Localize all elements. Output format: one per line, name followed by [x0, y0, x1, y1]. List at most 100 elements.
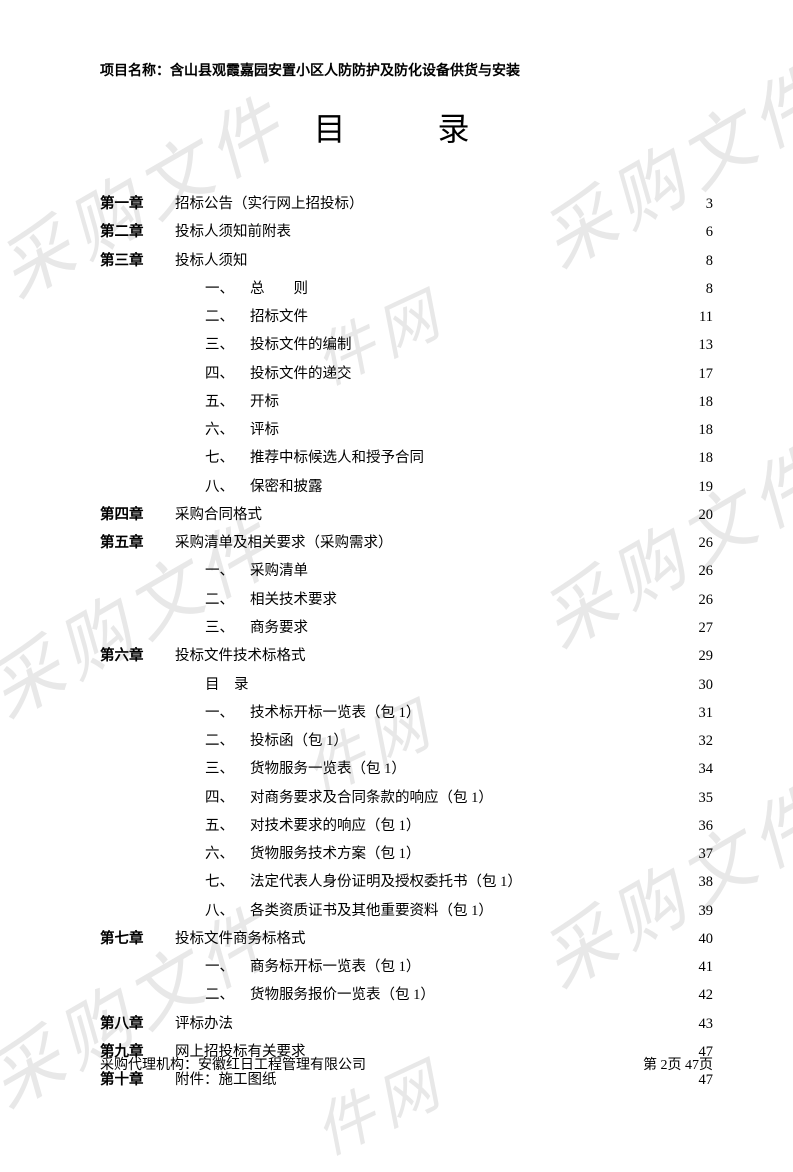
- toc-text: 推荐中标候选人和授予合同: [250, 444, 424, 472]
- toc-text: 投标文件的编制: [250, 331, 352, 359]
- toc-chapter-label: 第八章: [100, 1010, 175, 1038]
- toc-text: 采购合同格式: [175, 501, 262, 529]
- toc-entry: 第五章采购清单及相关要求（采购需求）26: [100, 529, 713, 557]
- toc-text: 商务要求: [250, 614, 308, 642]
- toc-text: 技术标开标一览表（包 1）: [250, 699, 420, 727]
- toc-entry: 第六章投标文件技术标格式 29: [100, 642, 713, 670]
- toc-entry: 六、货物服务技术方案（包 1） 37: [100, 840, 713, 868]
- toc-sub-number: 二、: [205, 303, 250, 331]
- toc-page-number: 32: [697, 727, 714, 755]
- toc-text: 货物服务报价一览表（包 1）: [250, 981, 435, 1009]
- toc-page-number: 18: [697, 444, 714, 472]
- toc-sub-number: 五、: [205, 812, 250, 840]
- toc-page-number: 26: [697, 586, 714, 614]
- toc-text: 招标文件: [250, 303, 308, 331]
- toc-entry: 三、投标文件的编制13: [100, 331, 713, 359]
- toc-page-number: 8: [704, 275, 713, 303]
- toc-page-number: 39: [697, 897, 714, 925]
- toc-entry: 三、商务要求 27: [100, 614, 713, 642]
- project-label: 项目名称：: [100, 64, 170, 79]
- toc-entry: 第三章投标人须知8: [100, 247, 713, 275]
- toc-page-number: 47: [697, 1038, 714, 1066]
- toc-sub-number: 一、: [205, 275, 250, 303]
- toc-page-number: 47: [697, 1066, 714, 1094]
- toc-sub-number: 八、: [205, 897, 250, 925]
- toc-page-number: 27: [697, 614, 714, 642]
- toc-page-number: 35: [697, 784, 714, 812]
- toc-text: 货物服务一览表（包 1）: [250, 755, 406, 783]
- toc-entry: 目 录30: [100, 671, 713, 699]
- toc-chapter-label: 第四章: [100, 501, 175, 529]
- toc-entry: 一、采购清单26: [100, 557, 713, 585]
- toc-sub-number: 五、: [205, 388, 250, 416]
- toc-chapter-label: 第六章: [100, 642, 175, 670]
- toc-text: 货物服务技术方案（包 1）: [250, 840, 420, 868]
- toc-text: 开标: [250, 388, 279, 416]
- toc-text: 投标文件商务标格式: [175, 925, 306, 953]
- toc-page-number: 11: [697, 303, 713, 331]
- toc-entry: 第二章投标人须知前附表6: [100, 218, 713, 246]
- toc-text: 招标公告（实行网上招投标）: [175, 190, 364, 218]
- toc-entry: 七、推荐中标候选人和授予合同 18: [100, 444, 713, 472]
- toc-page-number: 13: [697, 331, 714, 359]
- toc-entry: 二、投标函（包 1）32: [100, 727, 713, 755]
- toc-text: 各类资质证书及其他重要资料（包 1）: [250, 897, 493, 925]
- toc-text: 保密和披露: [250, 473, 323, 501]
- toc-text: 法定代表人身份证明及授权委托书（包 1）: [250, 868, 522, 896]
- project-name: 含山县观霞嘉园安置小区人防防护及防化设备供货与安装: [170, 64, 520, 79]
- toc-page-number: 34: [697, 755, 714, 783]
- toc-entry: 一、总 则 8: [100, 275, 713, 303]
- toc-page-number: 41: [697, 953, 714, 981]
- toc-page-number: 20: [697, 501, 714, 529]
- toc-chapter-label: 第一章: [100, 190, 175, 218]
- toc-sub-number: 三、: [205, 614, 250, 642]
- toc-entry: 八、保密和披露19: [100, 473, 713, 501]
- toc-text: 网上招投标有关要求: [175, 1038, 306, 1066]
- toc-entry: 二、相关技术要求26: [100, 586, 713, 614]
- toc-chapter-label: 第九章: [100, 1038, 175, 1066]
- toc-entry: 二、招标文件 11: [100, 303, 713, 331]
- toc-page-number: 40: [697, 925, 714, 953]
- toc-page-number: 19: [697, 473, 714, 501]
- toc-text: 目 录: [205, 671, 249, 699]
- toc-page-number: 29: [697, 642, 714, 670]
- toc-page-number: 37: [697, 840, 714, 868]
- toc-page-number: 17: [697, 360, 714, 388]
- toc-sub-number: 四、: [205, 360, 250, 388]
- toc-text: 投标人须知前附表: [175, 218, 291, 246]
- toc-page-number: 8: [704, 247, 713, 275]
- toc-entry: 八、各类资质证书及其他重要资料（包 1） 39: [100, 897, 713, 925]
- toc-entry: 四、投标文件的递交17: [100, 360, 713, 388]
- toc-entry: 三、货物服务一览表（包 1） 34: [100, 755, 713, 783]
- toc-entry: 第八章评标办法43: [100, 1010, 713, 1038]
- toc-sub-number: 四、: [205, 784, 250, 812]
- toc-text: 相关技术要求: [250, 586, 337, 614]
- toc-entry: 第四章采购合同格式 20: [100, 501, 713, 529]
- toc-sub-number: 一、: [205, 557, 250, 585]
- toc-entry: 二、货物服务报价一览表（包 1） 42: [100, 981, 713, 1009]
- toc-sub-number: 二、: [205, 981, 250, 1009]
- toc-text: 投标文件技术标格式: [175, 642, 306, 670]
- toc-entry: 第七章投标文件商务标格式40: [100, 925, 713, 953]
- toc-sub-number: 七、: [205, 868, 250, 896]
- toc-sub-number: 二、: [205, 727, 250, 755]
- toc-chapter-label: 第三章: [100, 247, 175, 275]
- toc-sub-number: 三、: [205, 755, 250, 783]
- toc-text: 总 则: [250, 275, 308, 303]
- toc-entry: 四、对商务要求及合同条款的响应（包 1） 35: [100, 784, 713, 812]
- toc-text: 评标办法: [175, 1010, 233, 1038]
- toc-page-number: 3: [704, 190, 713, 218]
- toc-page-number: 6: [704, 218, 713, 246]
- toc-page-number: 18: [697, 416, 714, 444]
- toc-text: 对商务要求及合同条款的响应（包 1）: [250, 784, 493, 812]
- toc-page-number: 31: [697, 699, 714, 727]
- toc-sub-number: 六、: [205, 840, 250, 868]
- toc-sub-number: 一、: [205, 699, 250, 727]
- toc-sub-number: 一、: [205, 953, 250, 981]
- toc-entry: 第九章网上招投标有关要求 47: [100, 1038, 713, 1066]
- toc-sub-number: 七、: [205, 444, 250, 472]
- toc-page-number: 42: [697, 981, 714, 1009]
- toc-page-number: 26: [697, 529, 714, 557]
- toc-page-number: 38: [697, 868, 714, 896]
- toc-entry: 一、商务标开标一览表（包 1）41: [100, 953, 713, 981]
